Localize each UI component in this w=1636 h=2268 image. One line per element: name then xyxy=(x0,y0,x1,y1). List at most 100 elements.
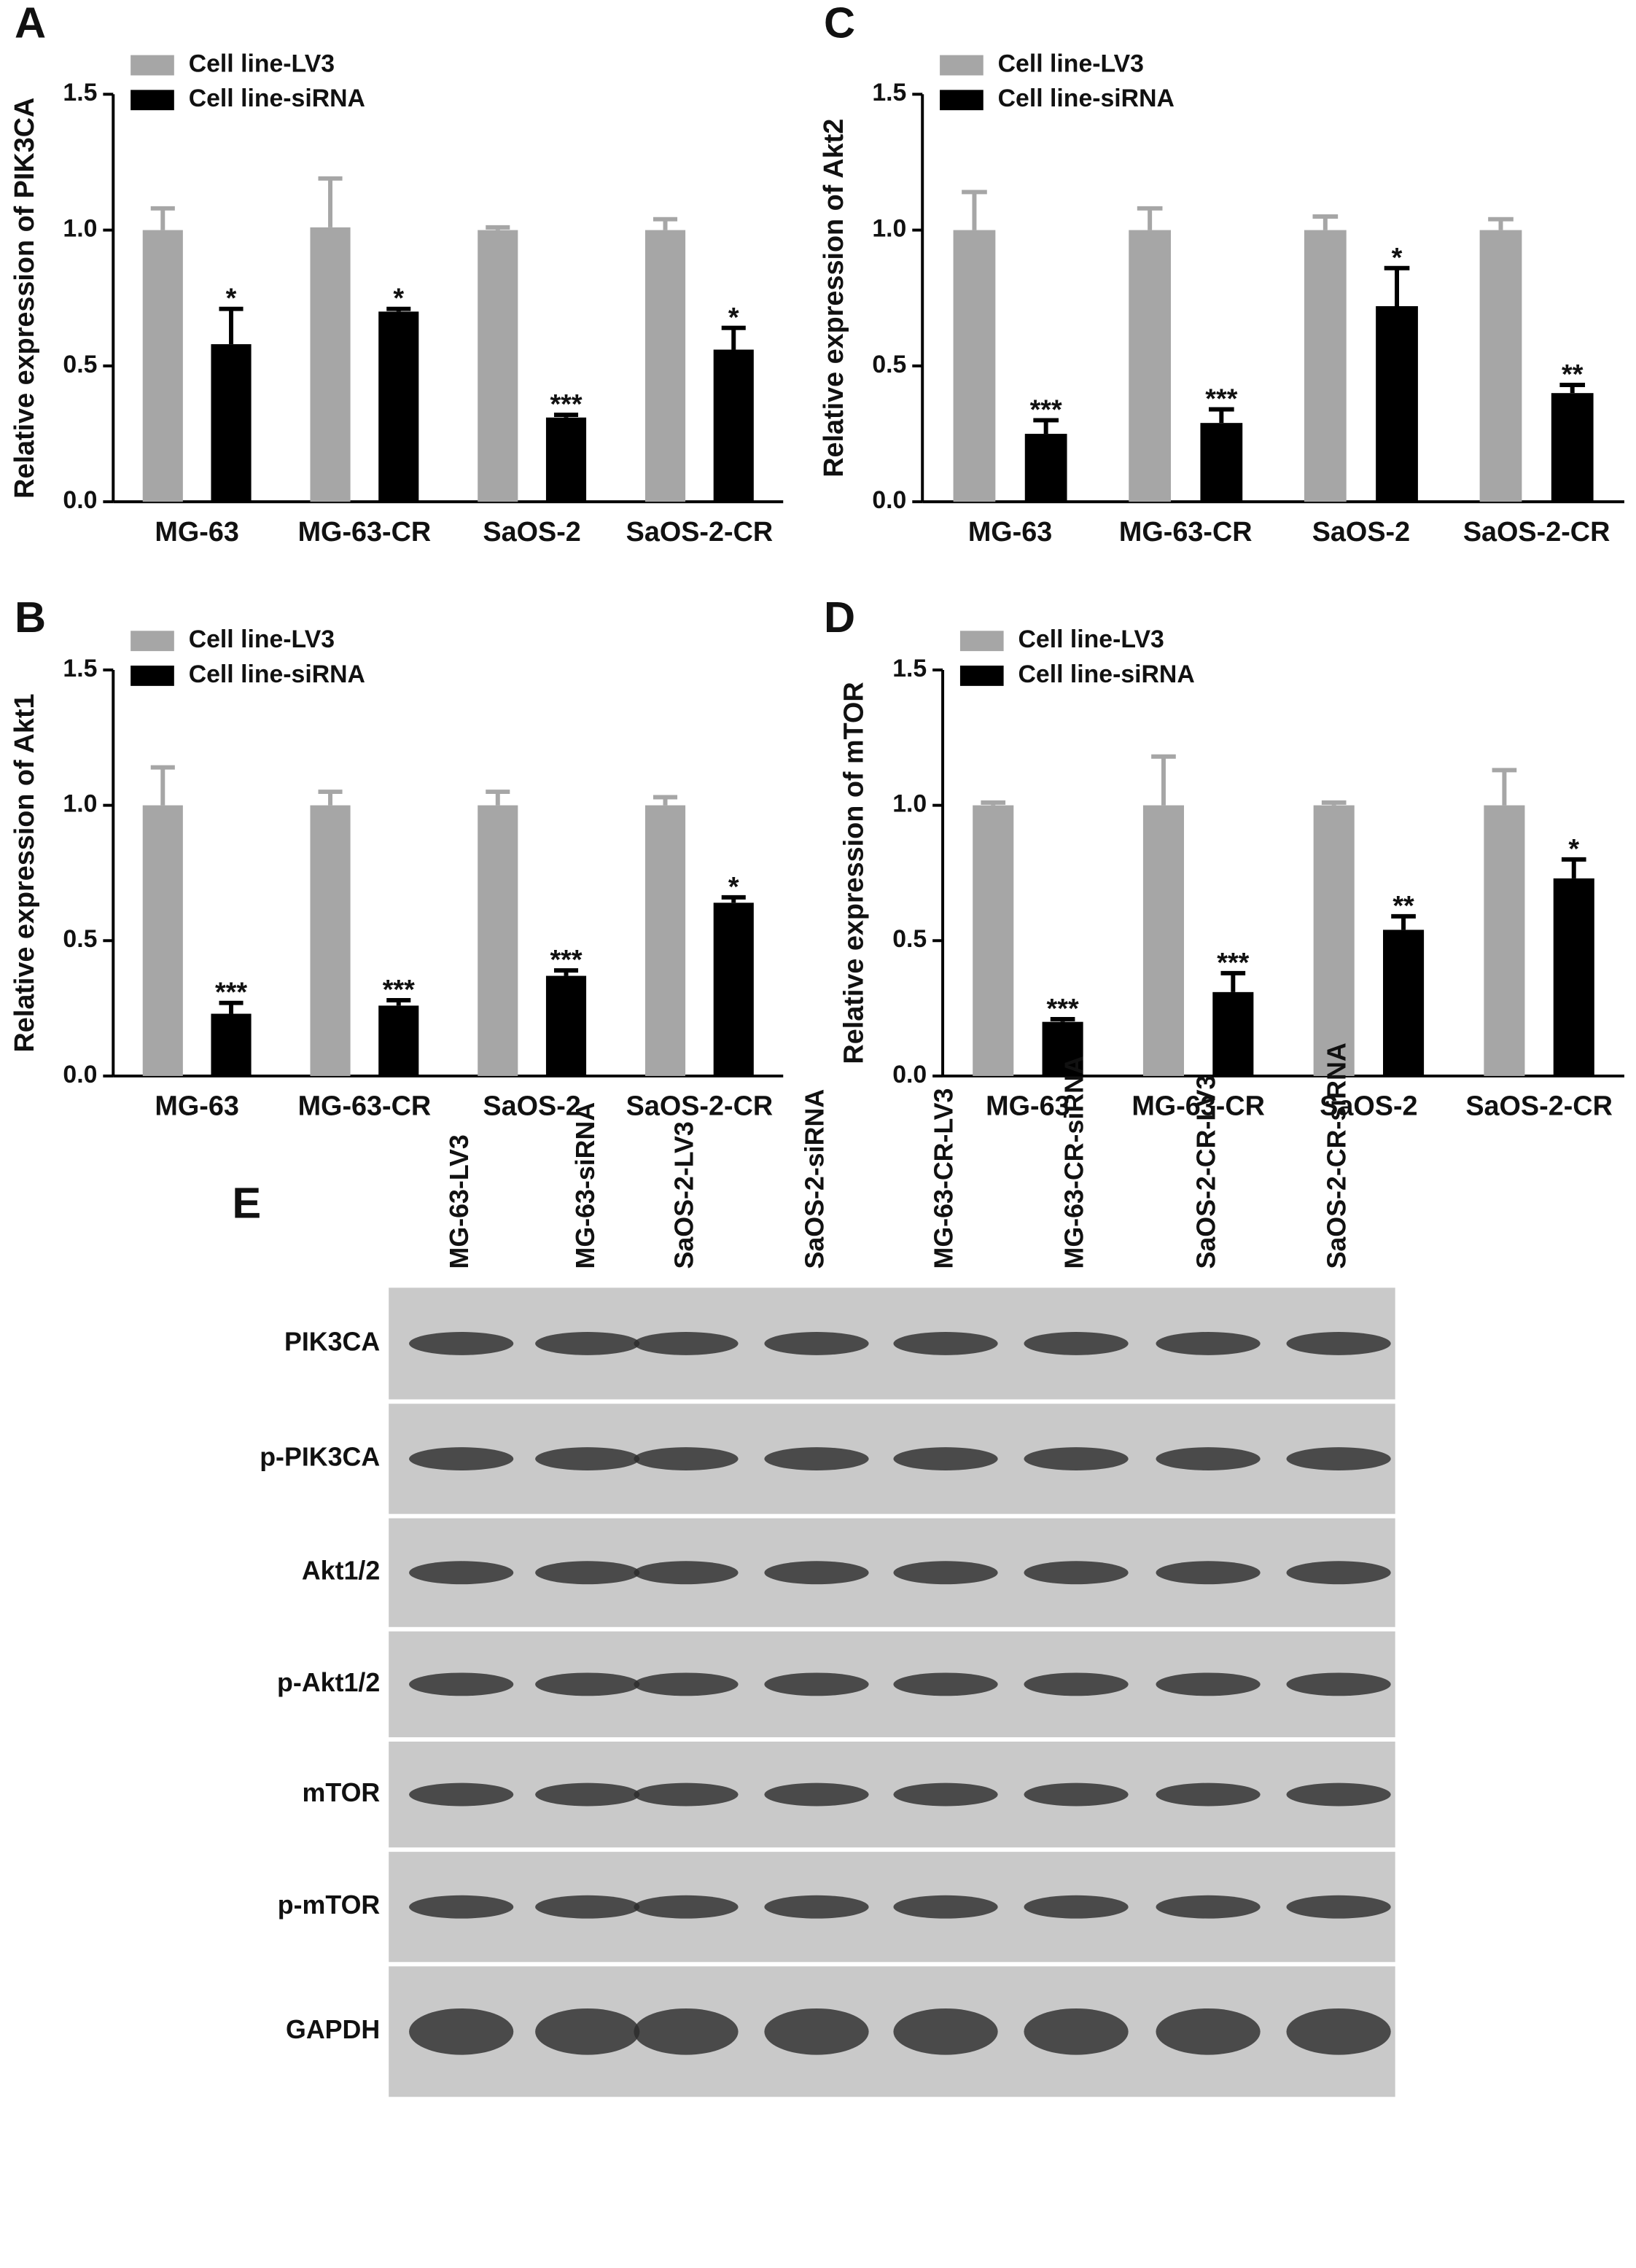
x-tick-label: SaOS-2 xyxy=(483,1091,580,1122)
x-tick-label: MG-63-CR xyxy=(1131,1091,1265,1122)
x-tick-label: MG-63-CR xyxy=(298,517,432,547)
blot-band xyxy=(1156,1332,1261,1355)
panel-letter: A xyxy=(15,0,46,47)
row-label: p-mTOR xyxy=(278,1890,381,1920)
blot-band xyxy=(1156,2008,1261,2055)
bar xyxy=(211,344,252,502)
bar xyxy=(545,975,587,1076)
blot-band xyxy=(634,2008,739,2055)
error-bar xyxy=(1209,407,1234,424)
error-bar xyxy=(553,413,579,418)
significance-label: *** xyxy=(1030,394,1062,425)
blot-band xyxy=(1024,1782,1129,1807)
blot-band xyxy=(1024,1332,1129,1355)
blot-band xyxy=(893,1447,998,1470)
significance-label: * xyxy=(728,303,739,333)
row-label: p-Akt1/2 xyxy=(277,1668,380,1697)
blot-band xyxy=(535,1782,640,1807)
y-axis-label: Relative expression of mTOR xyxy=(839,682,870,1064)
error-bar xyxy=(1220,970,1246,992)
y-tick-label: 0.0 xyxy=(892,1061,927,1088)
lane-label: MG-63-siRNA xyxy=(571,1102,600,1269)
error-bar xyxy=(1488,217,1514,230)
legend-swatch xyxy=(940,90,983,111)
x-tick-label: SaOS-2-CR xyxy=(626,517,774,547)
bar xyxy=(1200,423,1243,502)
bar xyxy=(310,227,351,502)
y-tick-label: 1.5 xyxy=(872,79,906,106)
y-tick-label: 0.0 xyxy=(872,486,906,514)
significance-label: *** xyxy=(1205,384,1237,415)
y-tick-label: 1.0 xyxy=(63,790,97,818)
blot-band xyxy=(1286,1672,1391,1696)
y-tick-label: 0.0 xyxy=(63,486,97,514)
error-bar xyxy=(386,997,411,1006)
legend-label: Cell line-siRNA xyxy=(998,85,1175,112)
significance-label: * xyxy=(226,284,237,314)
legend-swatch xyxy=(959,666,1004,686)
blot-band xyxy=(1286,1561,1391,1585)
legend-label: Cell line-siRNA xyxy=(1018,660,1195,688)
blot-band xyxy=(535,1672,640,1696)
blot-band xyxy=(1024,1447,1129,1470)
error-bar xyxy=(1312,214,1339,230)
significance-label: *** xyxy=(1217,948,1249,978)
bar xyxy=(211,1013,252,1076)
y-tick-label: 0.5 xyxy=(63,351,97,378)
blot-band xyxy=(764,2008,869,2055)
y-tick-label: 1.0 xyxy=(892,790,927,818)
legend-swatch xyxy=(131,631,174,652)
error-bar xyxy=(1050,1016,1075,1022)
legend-label: Cell line-LV3 xyxy=(998,50,1144,77)
error-bar xyxy=(1137,206,1163,230)
blot-band xyxy=(1286,1332,1391,1355)
significance-label: * xyxy=(1392,243,1403,273)
blot-band xyxy=(893,1332,998,1355)
row-label: GAPDH xyxy=(286,2015,380,2044)
y-axis-label: Relative expression of PIK3CA xyxy=(9,98,40,499)
bar xyxy=(713,903,754,1076)
legend-swatch xyxy=(940,55,983,76)
row-label: p-PIK3CA xyxy=(260,1443,380,1472)
blot-band xyxy=(764,1561,869,1585)
blot-band xyxy=(409,1447,514,1470)
lane-label: MG-63-CR-siRNA xyxy=(1060,1056,1089,1269)
bar xyxy=(378,311,419,502)
legend-label: Cell line-LV3 xyxy=(1018,626,1164,653)
error-bar xyxy=(1391,913,1416,930)
x-tick-label: MG-63-CR xyxy=(1119,517,1253,547)
panel-letter: B xyxy=(15,593,46,642)
x-tick-label: MG-63 xyxy=(155,517,238,547)
blot-band xyxy=(1286,1447,1391,1470)
legend-swatch xyxy=(959,631,1004,652)
bar xyxy=(378,1005,419,1076)
lane-label: MG-63-CR-LV3 xyxy=(929,1088,958,1269)
x-tick-label: MG-63 xyxy=(155,1091,238,1122)
error-bar xyxy=(981,800,1006,806)
bar xyxy=(1383,930,1425,1076)
blot-band xyxy=(1286,1782,1391,1807)
y-axis-label: Relative expression of Akt2 xyxy=(819,119,849,478)
blot-band xyxy=(1024,2008,1129,2055)
x-tick-label: MG-63 xyxy=(986,1091,1070,1122)
lane-label: SaOS-2-CR-siRNA xyxy=(1323,1043,1352,1269)
error-bar xyxy=(386,306,411,312)
blot-band xyxy=(409,1561,514,1585)
y-tick-label: 0.5 xyxy=(63,925,97,953)
significance-label: * xyxy=(1568,834,1579,865)
y-tick-label: 1.5 xyxy=(63,655,97,682)
bar xyxy=(142,805,183,1076)
blot-band xyxy=(893,1895,998,1919)
y-tick-label: 1.5 xyxy=(892,655,927,682)
blot-band xyxy=(764,1672,869,1696)
y-tick-label: 1.0 xyxy=(63,215,97,243)
blot-band xyxy=(535,1332,640,1355)
row-label: Akt1/2 xyxy=(302,1556,380,1586)
blot-band xyxy=(1024,1561,1129,1585)
error-bar xyxy=(486,790,510,806)
lane-label: SaOS-2-CR-LV3 xyxy=(1192,1075,1221,1269)
error-bar xyxy=(962,190,987,230)
significance-label: *** xyxy=(550,945,582,975)
blot-band xyxy=(535,1447,640,1470)
